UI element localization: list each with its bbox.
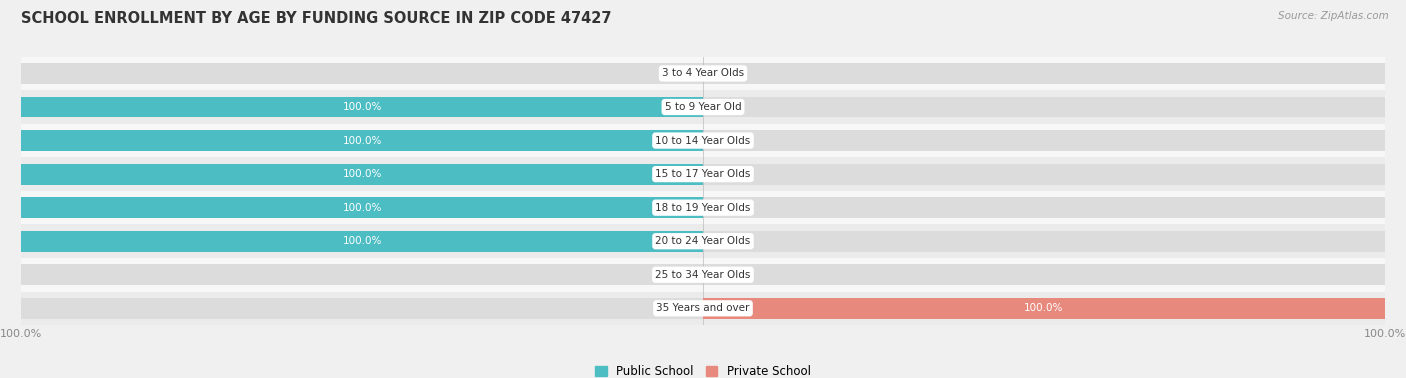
Bar — [21, 191, 1385, 225]
Bar — [703, 298, 1385, 319]
Text: 100.0%: 100.0% — [342, 236, 382, 246]
Bar — [703, 264, 1385, 285]
Text: 0.0%: 0.0% — [717, 169, 742, 179]
Bar — [703, 130, 1385, 151]
Text: 18 to 19 Year Olds: 18 to 19 Year Olds — [655, 203, 751, 213]
Bar — [21, 130, 703, 151]
Bar — [21, 231, 703, 252]
Text: 100.0%: 100.0% — [1024, 303, 1064, 313]
Text: SCHOOL ENROLLMENT BY AGE BY FUNDING SOURCE IN ZIP CODE 47427: SCHOOL ENROLLMENT BY AGE BY FUNDING SOUR… — [21, 11, 612, 26]
Bar — [703, 164, 1385, 184]
Bar — [703, 197, 1385, 218]
Text: 100.0%: 100.0% — [342, 203, 382, 213]
Text: 35 Years and over: 35 Years and over — [657, 303, 749, 313]
Bar — [21, 164, 703, 184]
Text: 0.0%: 0.0% — [717, 203, 742, 213]
Text: Source: ZipAtlas.com: Source: ZipAtlas.com — [1278, 11, 1389, 21]
Bar — [21, 57, 1385, 90]
Text: 15 to 17 Year Olds: 15 to 17 Year Olds — [655, 169, 751, 179]
Bar — [21, 197, 703, 218]
Bar — [703, 231, 1385, 252]
Bar — [703, 298, 1385, 319]
Text: 0.0%: 0.0% — [664, 68, 689, 79]
Bar — [703, 63, 1385, 84]
Bar — [21, 97, 703, 118]
Bar — [21, 157, 1385, 191]
Legend: Public School, Private School: Public School, Private School — [595, 365, 811, 378]
Text: 100.0%: 100.0% — [342, 136, 382, 146]
Bar — [21, 130, 703, 151]
Bar — [21, 97, 703, 118]
Text: 25 to 34 Year Olds: 25 to 34 Year Olds — [655, 270, 751, 280]
Text: 0.0%: 0.0% — [717, 68, 742, 79]
Text: 0.0%: 0.0% — [717, 270, 742, 280]
Text: 0.0%: 0.0% — [717, 102, 742, 112]
Text: 0.0%: 0.0% — [717, 236, 742, 246]
Bar — [21, 124, 1385, 157]
Bar — [21, 63, 703, 84]
Bar — [21, 258, 1385, 291]
Bar — [21, 225, 1385, 258]
Text: 0.0%: 0.0% — [664, 270, 689, 280]
Text: 10 to 14 Year Olds: 10 to 14 Year Olds — [655, 136, 751, 146]
Text: 20 to 24 Year Olds: 20 to 24 Year Olds — [655, 236, 751, 246]
Text: 5 to 9 Year Old: 5 to 9 Year Old — [665, 102, 741, 112]
Bar — [21, 231, 703, 252]
Bar — [21, 291, 1385, 325]
Text: 100.0%: 100.0% — [342, 169, 382, 179]
Bar — [21, 164, 703, 184]
Bar — [703, 97, 1385, 118]
Text: 0.0%: 0.0% — [664, 303, 689, 313]
Bar — [21, 264, 703, 285]
Text: 0.0%: 0.0% — [717, 136, 742, 146]
Bar — [21, 197, 703, 218]
Bar — [21, 298, 703, 319]
Text: 100.0%: 100.0% — [342, 102, 382, 112]
Bar — [21, 90, 1385, 124]
Text: 3 to 4 Year Olds: 3 to 4 Year Olds — [662, 68, 744, 79]
